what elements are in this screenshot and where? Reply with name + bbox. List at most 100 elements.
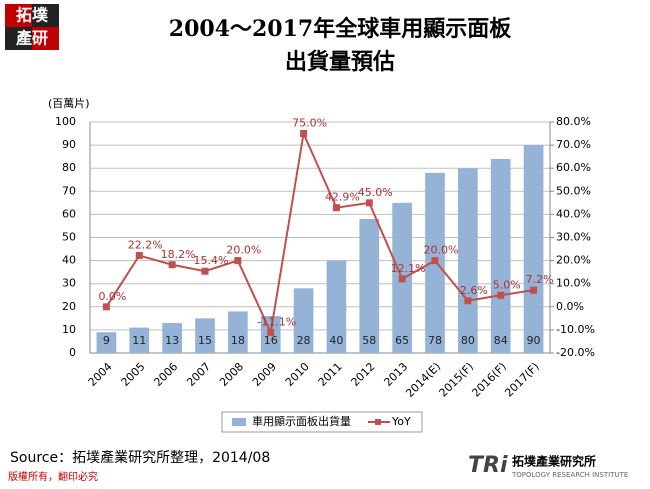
bar-value-label: 28 (297, 334, 311, 347)
line-value-label: 45.0% (358, 186, 393, 199)
bar (96, 332, 117, 353)
chart-subtitle: 出貨量預估 (285, 49, 395, 75)
bar-value-label: 11 (132, 334, 146, 347)
line-value-label: 20.0% (424, 244, 459, 257)
bar-value-label: 78 (428, 334, 442, 347)
x-tick-label: 2011 (316, 360, 345, 389)
y2-tick-label: 0.0% (556, 300, 584, 313)
y2-tick-label: 70.0% (556, 138, 591, 151)
bar-value-label: 15 (198, 334, 212, 347)
bar-value-label: 65 (395, 334, 409, 347)
bar-value-label: 84 (494, 334, 508, 347)
bar (326, 260, 347, 353)
y-tick-label: 70 (62, 184, 76, 197)
x-tick-label: 2016(F) (469, 360, 509, 400)
line-value-label: 75.0% (292, 117, 327, 130)
y2-tick-label: 30.0% (556, 231, 591, 244)
line-value-label: 5.0% (493, 278, 521, 291)
line (105, 130, 534, 336)
y-tick-label: 30 (62, 277, 76, 290)
bar (162, 322, 182, 353)
line-marker (102, 303, 110, 311)
logo-box (5, 4, 32, 27)
bar (228, 311, 248, 353)
x-tick-label: 2017(F) (502, 360, 542, 400)
line-value-label: 15.4% (194, 254, 229, 267)
line-marker (497, 291, 505, 299)
logo-text: 拓墣 (16, 6, 48, 25)
legend-swatch (375, 419, 381, 425)
y2-tick-label: 10.0% (556, 277, 591, 290)
x-tick-label: 2006 (151, 360, 180, 389)
bar (458, 168, 478, 353)
y-tick-label: 100 (55, 115, 76, 128)
x-tick-label: 2004 (86, 360, 115, 389)
line-value-label: 0.0% (98, 290, 126, 303)
line-marker (431, 257, 439, 265)
line-marker (234, 257, 242, 265)
bar (195, 318, 215, 353)
line-marker (201, 267, 209, 275)
line-value-label: 12.1% (391, 262, 426, 275)
bar-value-label: 40 (329, 334, 343, 347)
line-marker (135, 252, 143, 260)
line-value-label: -11.1% (257, 315, 296, 328)
footer: 版權所有，翻印必究 (8, 470, 98, 483)
x-tick-label: 2009 (250, 360, 279, 389)
y-tick-label: 0 (69, 346, 76, 359)
bar (523, 145, 544, 353)
y-axis-label: (百萬片) (48, 97, 90, 110)
bar (359, 219, 380, 353)
legend-frame (221, 411, 423, 433)
bar-value-label: 16 (264, 334, 278, 347)
y2-tick-label: 60.0% (556, 161, 591, 174)
x-tick-label: 2007 (184, 360, 213, 389)
y2-tick-label: 20.0% (556, 254, 591, 267)
bar-value-label: 9 (103, 334, 110, 347)
brand-name: 拓墣產業研究所 (512, 454, 596, 469)
x-tick-label: 2015(F) (437, 360, 477, 400)
x-tick-label: 2014(E) (403, 360, 443, 400)
logo-box (5, 27, 32, 50)
line-value-label: 20.0% (226, 244, 261, 257)
bar-value-label: 58 (362, 334, 376, 347)
y2-tick-label: -20.0% (556, 346, 595, 359)
line-value-label: 22.2% (128, 239, 163, 252)
y-tick-label: 90 (62, 138, 76, 151)
x-tick-label: 2008 (217, 360, 246, 389)
bar-value-label: 18 (231, 334, 245, 347)
line-value-label: 42.9% (325, 191, 360, 204)
y-tick-label: 80 (62, 161, 76, 174)
chart-title: 2004～2017年全球車用顯示面板 (169, 16, 512, 42)
y2-tick-label: 40.0% (556, 207, 591, 220)
y2-tick-label: -10.0% (556, 323, 595, 336)
bar-value-label: 90 (527, 334, 541, 347)
y-tick-label: 50 (62, 231, 76, 244)
line-marker (267, 328, 275, 336)
legend-swatch (232, 418, 246, 426)
line-marker (464, 297, 472, 305)
y2-tick-label: 50.0% (556, 184, 591, 197)
y-tick-label: 10 (62, 323, 76, 336)
line-value-label: 7.2% (526, 273, 554, 286)
x-tick-label: 2013 (381, 360, 410, 389)
x-tick-label: 2005 (119, 360, 148, 389)
logo-box (32, 27, 59, 50)
bar (129, 327, 150, 353)
line-marker (365, 199, 373, 207)
x-tick-label: 2010 (283, 360, 312, 389)
x-tick-label: 2012 (349, 360, 378, 389)
bar-value-label: 13 (165, 334, 179, 347)
logo-text: 產研 (16, 29, 48, 48)
line-marker (530, 286, 538, 294)
y-tick-label: 20 (62, 300, 76, 313)
line-marker (332, 204, 340, 212)
legend-label: 車用顯示面板出貨量 (252, 414, 351, 428)
line-marker (168, 261, 176, 269)
logo-box (32, 4, 59, 27)
y-tick-label: 40 (62, 254, 76, 267)
line-value-label: 18.2% (161, 248, 196, 261)
bar (293, 288, 314, 353)
bar-value-label: 80 (461, 334, 475, 347)
